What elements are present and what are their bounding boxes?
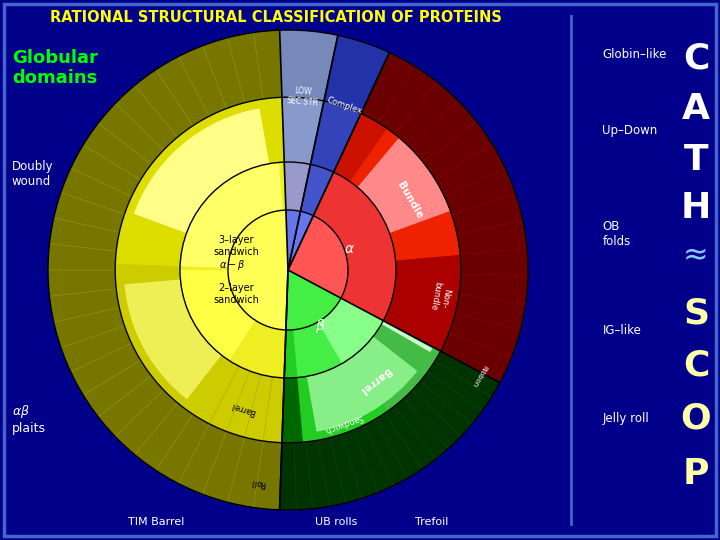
Text: C: C: [683, 349, 709, 383]
Wedge shape: [288, 35, 390, 270]
Wedge shape: [288, 270, 418, 431]
Wedge shape: [288, 138, 451, 270]
Wedge shape: [288, 215, 348, 298]
Wedge shape: [180, 162, 288, 378]
Wedge shape: [288, 172, 396, 321]
Wedge shape: [288, 164, 333, 270]
Text: Barrel: Barrel: [357, 366, 392, 396]
Text: Globular
domains: Globular domains: [12, 49, 98, 87]
Text: Non-
bundle: Non- bundle: [428, 281, 452, 313]
Wedge shape: [288, 101, 361, 270]
Text: 2–layer
sandwich: 2–layer sandwich: [213, 283, 259, 305]
Text: Jelly roll: Jelly roll: [603, 413, 649, 426]
Text: O: O: [680, 402, 711, 436]
Text: $\beta$: $\beta$: [315, 317, 325, 335]
Wedge shape: [48, 30, 288, 510]
Wedge shape: [115, 97, 288, 270]
Wedge shape: [279, 30, 338, 270]
Wedge shape: [288, 270, 441, 442]
Text: Bundle: Bundle: [395, 179, 424, 220]
Text: RATIONAL STRUCTURAL CLASSIFICATION OF PROTEINS: RATIONAL STRUCTURAL CLASSIFICATION OF PR…: [50, 10, 502, 25]
Text: C: C: [683, 42, 709, 76]
Wedge shape: [288, 270, 441, 411]
Wedge shape: [180, 270, 288, 361]
Text: ≈: ≈: [683, 241, 708, 270]
Wedge shape: [115, 97, 288, 443]
Wedge shape: [284, 162, 310, 270]
Text: Up–Down: Up–Down: [603, 124, 657, 137]
Text: $\alpha-\beta$: $\alpha-\beta$: [219, 258, 245, 272]
Wedge shape: [282, 97, 324, 270]
Wedge shape: [288, 270, 383, 377]
Text: H: H: [681, 191, 711, 225]
Wedge shape: [288, 270, 383, 363]
Text: Trefoil: Trefoil: [415, 517, 449, 527]
Text: IG–like: IG–like: [603, 323, 642, 336]
Wedge shape: [288, 52, 528, 383]
Text: Barrel: Barrel: [230, 401, 256, 417]
Wedge shape: [288, 270, 387, 442]
Wedge shape: [180, 163, 288, 270]
Text: 3–layer
sandwich: 3–layer sandwich: [213, 235, 259, 257]
Text: LOW
SEC.STR: LOW SEC.STR: [287, 86, 320, 107]
Wedge shape: [284, 270, 383, 378]
Text: $\alpha\beta$
plaits: $\alpha\beta$ plaits: [12, 403, 46, 435]
Text: T: T: [684, 143, 708, 177]
Text: $\alpha$: $\alpha$: [344, 242, 355, 256]
Text: UB rolls: UB rolls: [315, 517, 357, 527]
Wedge shape: [228, 210, 288, 330]
Text: Ribbon: Ribbon: [471, 364, 488, 388]
Wedge shape: [115, 264, 288, 415]
Text: A: A: [682, 92, 710, 126]
Wedge shape: [282, 270, 441, 443]
Text: TIM Barrel: TIM Barrel: [128, 517, 184, 527]
Wedge shape: [288, 270, 432, 352]
Wedge shape: [286, 210, 313, 270]
Wedge shape: [286, 270, 341, 330]
Text: Roll: Roll: [250, 477, 266, 488]
Text: Complex: Complex: [325, 95, 364, 116]
Text: Globin–like: Globin–like: [603, 48, 667, 60]
Wedge shape: [125, 270, 288, 400]
Wedge shape: [134, 109, 288, 270]
Wedge shape: [288, 129, 460, 270]
Text: P: P: [683, 457, 709, 491]
Text: S: S: [683, 296, 709, 330]
Wedge shape: [279, 270, 500, 510]
Wedge shape: [288, 255, 461, 351]
Wedge shape: [288, 113, 461, 351]
Text: Doubly
wound: Doubly wound: [12, 160, 53, 188]
Text: Sandwich: Sandwich: [323, 412, 364, 434]
Text: OB
folds: OB folds: [603, 220, 631, 248]
